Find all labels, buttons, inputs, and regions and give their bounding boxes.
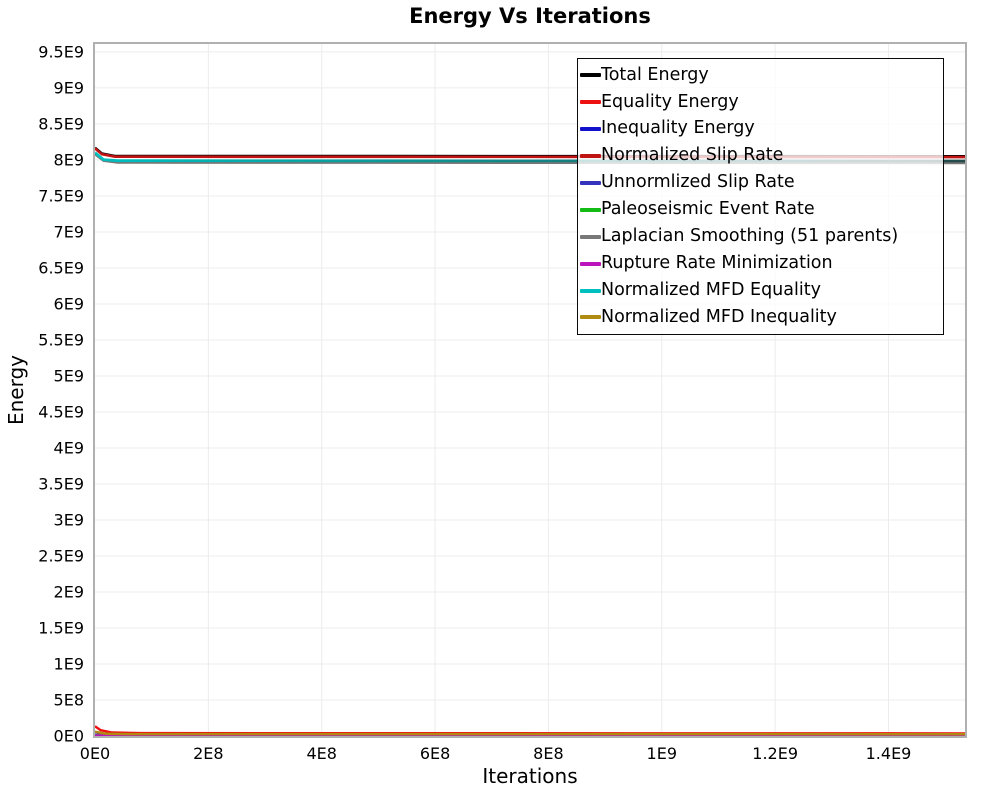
y-tick-label: 2.5E9 <box>38 546 84 566</box>
legend-swatch-icon <box>580 261 601 266</box>
y-tick-label: 6E9 <box>53 294 84 314</box>
legend-row: Paleoseismic Event Rate <box>580 197 941 223</box>
y-tick-label: 8.5E9 <box>38 114 84 134</box>
legend-swatch-icon <box>580 234 601 239</box>
x-tick-label: 6E8 <box>419 744 451 763</box>
legend: Total Energy Equality Energy Inequality En… <box>577 58 944 335</box>
y-tick-label: 5.5E9 <box>38 330 84 350</box>
legend-label: Paleoseismic Event Rate <box>601 199 815 220</box>
plot-canvas <box>95 44 965 736</box>
legend-label: Unnormlized Slip Rate <box>601 172 795 193</box>
series-line-9 <box>95 730 965 736</box>
legend-row: Normalized Slip Rate <box>580 143 941 169</box>
legend-swatch-icon <box>580 127 601 132</box>
legend-swatch-icon <box>580 100 601 105</box>
x-tick-label: 1E9 <box>646 744 677 763</box>
legend-row: Rupture Rate Minimization <box>580 251 941 277</box>
legend-row: Unnormlized Slip Rate <box>580 170 941 196</box>
legend-label: Normalized MFD Equality <box>601 279 821 300</box>
legend-label: Normalized MFD Inequality <box>601 306 837 327</box>
x-tick-label: 1.2E9 <box>752 744 798 763</box>
series-line-1 <box>95 725 965 735</box>
y-tick-label: 3.5E9 <box>38 474 84 494</box>
x-tick-label: 4E8 <box>306 744 337 763</box>
legend-swatch-icon <box>580 181 601 185</box>
legend-swatch-icon <box>580 288 601 293</box>
legend-swatch-icon <box>580 154 601 159</box>
chart-title: Energy Vs Iterations <box>409 4 651 28</box>
legend-row: Laplacian Smoothing (51 parents) <box>580 224 941 250</box>
y-axis-label: Energy <box>4 354 28 426</box>
legend-label: Laplacian Smoothing (51 parents) <box>601 226 899 247</box>
legend-row: Normalized MFD Equality <box>580 278 941 304</box>
y-tick-label: 2E9 <box>53 582 84 602</box>
x-axis-label: Iterations <box>482 764 578 788</box>
legend-row: Total Energy <box>580 62 941 88</box>
y-tick-label: 5E8 <box>53 690 84 710</box>
y-tick-label: 0E0 <box>53 726 84 746</box>
legend-label: Equality Energy <box>601 91 739 112</box>
y-tick-label: 9E9 <box>53 78 84 98</box>
y-tick-label: 3E9 <box>53 510 84 530</box>
y-tick-label: 1E9 <box>53 654 84 674</box>
x-tick-label: 8E8 <box>533 744 564 763</box>
x-tick-label: 2E8 <box>193 744 224 763</box>
legend-row: Normalized MFD Inequality <box>580 304 941 330</box>
series-line-3 <box>95 147 965 159</box>
legend-swatch-icon <box>580 73 601 78</box>
legend-row: Inequality Energy <box>580 116 941 142</box>
y-tick-label: 9.5E9 <box>38 42 84 62</box>
y-tick-label: 8E9 <box>53 150 84 170</box>
y-tick-label: 4E9 <box>53 438 84 458</box>
legend-label: Rupture Rate Minimization <box>601 252 833 273</box>
legend-swatch-icon <box>580 207 601 212</box>
legend-swatch-icon <box>580 315 601 320</box>
legend-label: Total Energy <box>601 64 709 85</box>
x-tick-label: 0E0 <box>79 744 111 763</box>
y-tick-label: 7.5E9 <box>38 186 84 206</box>
y-tick-label: 1.5E9 <box>38 618 84 638</box>
y-tick-label: 7E9 <box>53 222 84 242</box>
legend-row: Equality Energy <box>580 89 941 115</box>
y-tick-label: 4.5E9 <box>38 402 84 422</box>
series-line-8 <box>95 151 965 163</box>
legend-label: Normalized Slip Rate <box>601 145 784 166</box>
legend-label: Inequality Energy <box>601 118 755 139</box>
y-tick-label: 6.5E9 <box>38 258 84 278</box>
x-tick-label: 1.4E9 <box>865 744 912 763</box>
y-tick-label: 5E9 <box>53 366 84 386</box>
